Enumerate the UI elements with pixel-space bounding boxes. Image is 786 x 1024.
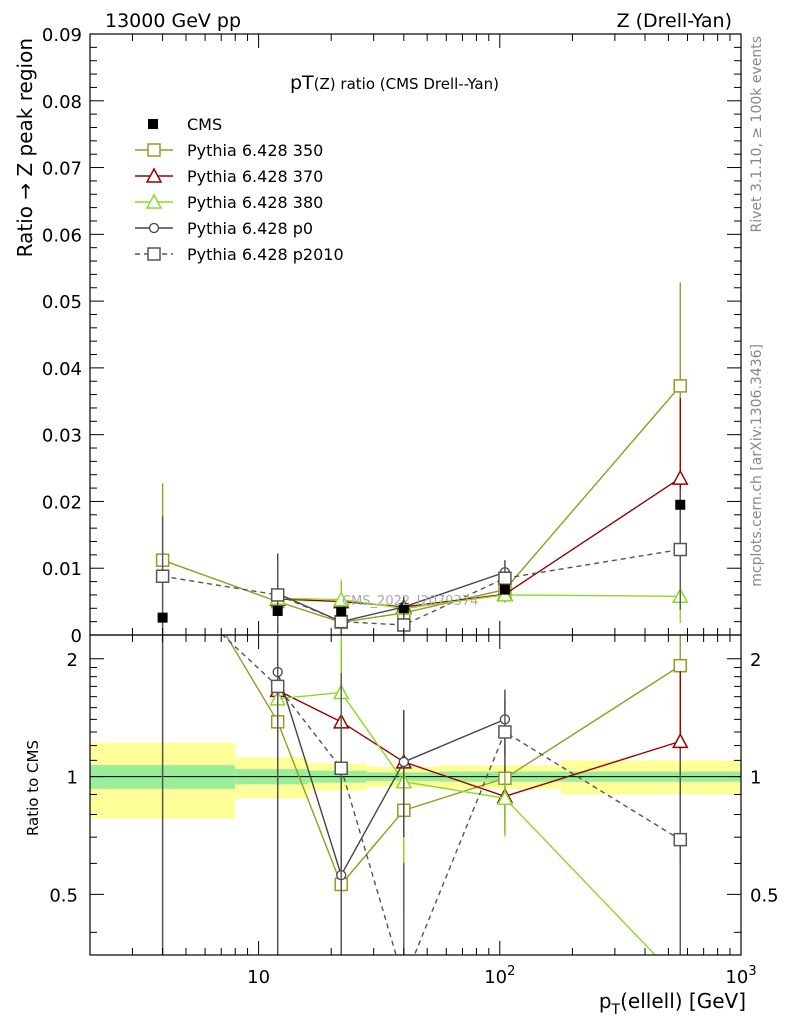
ratio-frame [89,634,742,956]
ratio-y-tick-label: 1 [67,768,78,789]
x-axis-label-rest: (ellell) [GeV] [620,989,746,1013]
series-1-line [277,477,681,608]
cms-data-point [675,499,686,510]
series-3-ratio-point [398,756,409,768]
x-tick-label-base: 10 [725,967,748,988]
legend-label-cms: CMS [187,115,222,134]
legend-marker-2 [145,193,163,209]
series-1-point [672,469,689,485]
ratio-panel [161,635,689,987]
legend-label-4: Pythia 6.428 p2010 [187,245,344,264]
y-tick-label: 0 [71,626,82,647]
cms-data-point [157,612,168,623]
series-4-ratio-point [673,832,688,847]
ratio-y-tick-label: 2 [67,650,78,671]
x-tick-label-base: 10 [484,967,507,988]
main-panel [155,282,689,635]
series-4-point [334,614,348,629]
series-0-line [162,385,681,624]
series-4-ratio-point [398,975,410,987]
side-label-bottom: mcplots.cern.ch [arXiv:1306.3436] [749,344,765,587]
series-4-point [155,569,170,583]
series-2-ratio-point [673,974,687,987]
side-label-top: Rivet 3.1.10, ≥ 100k events [749,36,765,233]
series-4-ratio-line [221,635,681,955]
chart-title-sub: (Z) ratio (CMS Drell--Yan) [314,75,499,93]
series-1-ratio-point [672,732,689,749]
legend-marker-4 [147,247,161,261]
x-tick-label: 102 [484,964,515,988]
series-3-line [277,571,506,623]
watermark: CMS_2022_I2079374 [342,594,478,609]
y-tick-label: 0.09 [42,25,82,46]
ratio-y-tick-label-right: 2 [750,650,761,671]
y-tick-label: 0.03 [42,426,82,447]
legend-label-2: Pythia 6.428 380 [187,193,323,212]
ratio-y-tick-label-right: 0.5 [750,885,779,906]
series-2-ratio-point [496,789,514,806]
series-4-point [673,542,688,557]
series-2-point [332,591,350,607]
series-0-ratio-line [225,635,681,886]
legend-marker-0 [147,143,161,157]
x-tick-label-exp: 2 [507,964,515,979]
y-tick-label: 0.02 [42,492,82,513]
header-left: 13000 GeV pp [105,10,241,32]
series-3-ratio-line [277,671,506,877]
ratio-y-tick-label-right: 1 [750,768,761,789]
legend-label-1: Pythia 6.428 370 [187,167,323,186]
y-tick-label: 0.01 [42,559,82,580]
legend-marker-cms [148,119,158,129]
chart-title-main: pT [290,72,314,94]
cms-data-point [272,605,283,616]
legend-marker-3 [148,222,160,234]
cms-data-point [336,606,347,617]
x-axis-label-sub: T [611,1002,621,1018]
series-4-point [498,571,512,585]
x-axis-label-p: p [599,989,612,1013]
ratio-y-axis-label: Ratio to CMS [24,740,42,836]
cms-data-point [398,603,409,614]
legend-label-3: Pythia 6.428 p0 [187,219,313,238]
series-4-ratio-point [498,725,512,739]
series-4-point [270,588,285,602]
series-0-ratio-point [673,658,688,673]
y-tick-label: 0.06 [42,225,82,246]
series-4-ratio-point [270,679,285,694]
chart-title: pT(Z) ratio (CMS Drell--Yan) [290,72,499,94]
series-4-line [162,548,681,626]
x-axis-label: pT(ellell) [GeV] [599,989,746,1018]
ratio-uncertainty-bands [90,742,741,819]
x-tick-label: 10 [247,967,270,988]
series-4-ratio-point [334,761,348,776]
ratio-y-tick-label: 0.5 [49,885,78,906]
header-right: Z (Drell-Yan) [617,10,732,32]
axes: 10 102 10300.010.020.030.040.050.060.070.0… [42,25,779,988]
y-axis-label: Ratio → Z peak region [13,38,37,257]
y-tick-label: 0.05 [42,292,82,313]
series-0-point [673,379,688,393]
legend: CMS Pythia 6.428 350 Pythia 6.428 370 Pythi… [135,115,344,264]
cms-data-point [499,584,510,595]
y-tick-label: 0.07 [42,159,82,180]
y-tick-label: 0.04 [42,359,82,380]
x-tick-label: 103 [725,964,756,988]
series-2-ratio-line [277,691,657,955]
legend-label-0: Pythia 6.428 350 [187,141,323,160]
x-tick-label-exp: 3 [748,964,756,979]
legend-marker-1 [145,167,163,183]
y-tick-label: 0.08 [42,92,82,113]
